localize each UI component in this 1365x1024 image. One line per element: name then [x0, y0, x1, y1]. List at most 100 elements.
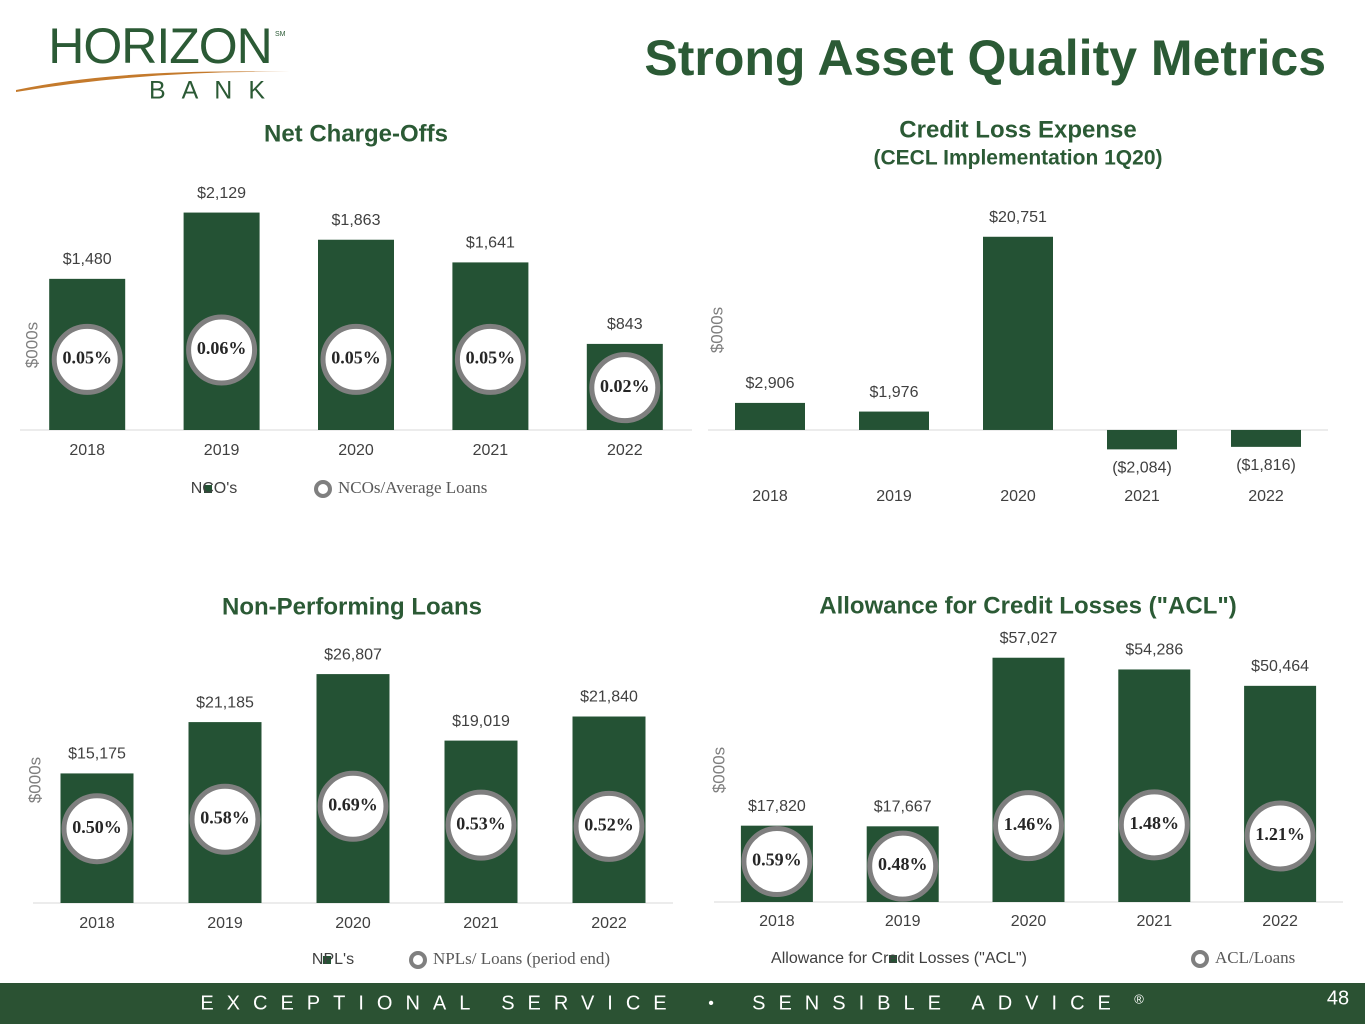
x-tick-label: 2021 — [1137, 913, 1173, 930]
x-tick-label: 2021 — [1124, 488, 1160, 505]
x-tick-label: 2018 — [752, 488, 788, 505]
x-tick-label: 2020 — [338, 442, 374, 459]
page-number: 48 — [1327, 987, 1349, 1009]
footer-text: SENSIBLE ADVICE — [752, 992, 1124, 1014]
ratio-label: 0.05% — [331, 348, 381, 368]
bar — [983, 236, 1053, 430]
x-tick-label: 2020 — [1000, 488, 1036, 505]
chart-title: Credit Loss Expense — [899, 116, 1136, 143]
x-tick-label: 2022 — [1262, 913, 1298, 930]
ratio-label: 0.52% — [584, 814, 634, 834]
legend-marker — [1191, 950, 1209, 968]
y-axis-label: $000s — [709, 747, 728, 793]
legend-marker — [204, 485, 212, 493]
value-label: $21,185 — [196, 694, 254, 711]
ratio-label: 0.06% — [197, 338, 247, 358]
value-label: $17,667 — [874, 799, 932, 816]
ratio-ring — [741, 826, 813, 898]
ratio-ring — [317, 770, 389, 842]
ratio-label: 0.05% — [62, 348, 112, 368]
value-label: $21,840 — [580, 689, 638, 706]
value-label: $1,976 — [870, 384, 919, 401]
legend-label: NPLs/ Loans (period end) — [433, 949, 610, 968]
value-label: $1,480 — [63, 251, 112, 268]
ratio-label: 0.50% — [72, 817, 122, 837]
ratio-ring — [589, 352, 661, 424]
page-title: Strong Asset Quality Metrics — [644, 30, 1326, 86]
ratio-label: 0.53% — [456, 813, 506, 833]
footer-text: EXCEPTIONAL SERVICE — [200, 992, 679, 1014]
y-axis-label: $000s — [25, 757, 44, 803]
ratio-label: 1.46% — [1004, 814, 1054, 834]
chart-subtitle: (CECL Implementation 1Q20) — [874, 147, 1163, 170]
value-label: $2,129 — [197, 185, 246, 202]
logo-swoosh — [16, 71, 290, 92]
bar — [1231, 429, 1301, 447]
legend-label: NCOs/Average Loans — [338, 478, 487, 497]
x-tick-label: 2019 — [204, 442, 240, 459]
x-tick-label: 2020 — [1011, 913, 1047, 930]
logo-sub: BANK — [149, 77, 281, 105]
ratio-label: 0.02% — [600, 376, 650, 396]
ratio-ring — [445, 789, 517, 861]
ratio-ring — [573, 790, 645, 862]
value-label: $26,807 — [324, 646, 382, 663]
bar — [859, 411, 929, 430]
chart-title: Allowance for Credit Losses ("ACL") — [819, 592, 1236, 619]
legend-marker — [314, 480, 332, 498]
x-tick-label: 2019 — [885, 913, 921, 930]
ratio-ring — [1118, 789, 1190, 861]
x-tick-label: 2021 — [463, 915, 499, 932]
y-axis-label: $000s — [22, 322, 41, 368]
value-label: ($1,816) — [1236, 457, 1296, 474]
logo: HORIZON — [48, 18, 272, 74]
value-label: $50,464 — [1251, 658, 1309, 675]
ratio-ring — [867, 830, 939, 902]
x-tick-label: 2018 — [759, 913, 795, 930]
x-tick-label: 2022 — [607, 442, 643, 459]
legend-label: NCO's — [191, 480, 238, 497]
x-tick-label: 2020 — [335, 915, 371, 932]
x-tick-label: 2019 — [207, 915, 243, 932]
legend-label: NPL's — [312, 951, 354, 968]
chart-title: Non-Performing Loans — [222, 593, 482, 620]
ratio-label: 0.48% — [878, 854, 928, 874]
legend-label: ACL/Loans — [1215, 948, 1295, 967]
ratio-ring — [61, 793, 133, 865]
ratio-label: 0.05% — [466, 348, 516, 368]
logo-mark: SM — [275, 31, 286, 38]
x-tick-label: 2019 — [876, 488, 912, 505]
value-label: $57,027 — [1000, 630, 1058, 647]
value-label: $15,175 — [68, 746, 126, 763]
x-tick-label: 2018 — [69, 442, 105, 459]
ratio-label: 0.69% — [328, 794, 378, 814]
bar — [1118, 669, 1191, 902]
legend-marker — [889, 955, 897, 963]
bar — [992, 657, 1065, 902]
ratio-ring — [993, 790, 1064, 862]
legend-marker — [323, 956, 331, 964]
x-tick-label: 2021 — [473, 442, 509, 459]
ratio-ring — [1244, 800, 1316, 872]
legend-marker — [409, 951, 427, 969]
y-axis-label: $000s — [707, 307, 726, 353]
ratio-ring — [454, 323, 526, 395]
x-tick-label: 2022 — [1248, 488, 1284, 505]
value-label: $2,906 — [746, 375, 795, 392]
chart-title: Net Charge-Offs — [264, 120, 448, 147]
value-label: $54,286 — [1125, 642, 1183, 659]
x-tick-label: 2018 — [79, 915, 115, 932]
footer-mark: ® — [1134, 991, 1144, 1006]
value-label: $1,641 — [466, 235, 515, 252]
ratio-ring — [51, 323, 123, 395]
ratio-label: 1.21% — [1255, 824, 1305, 844]
ratio-ring — [320, 323, 392, 395]
value-label: $20,751 — [989, 209, 1047, 226]
footer-band — [0, 983, 1365, 1024]
ratio-label: 1.48% — [1130, 813, 1180, 833]
value-label: $19,019 — [452, 713, 510, 730]
value-label: $1,863 — [332, 212, 381, 229]
bar — [1107, 429, 1177, 450]
footer-separator: • — [708, 995, 714, 1012]
